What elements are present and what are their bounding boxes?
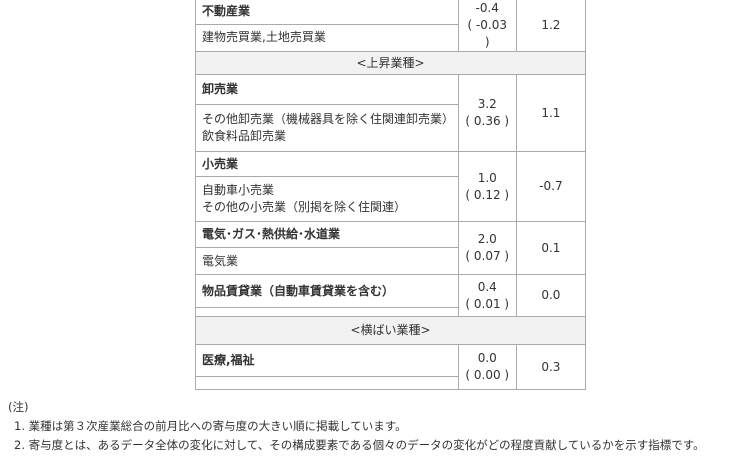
sub-industry: 電気業 — [202, 253, 239, 268]
sub-industry: 建物売買業,土地売買業 — [202, 30, 326, 45]
contribution-value: ( 0.00 ) — [465, 368, 510, 382]
notes-title: (注) — [8, 400, 29, 414]
change-value: -0.4 — [475, 1, 499, 15]
table-subrow: その他卸売業（機械器具を除く住関連卸売業） 飲食料品卸売業 — [195, 104, 586, 152]
change-value: 0.4 — [477, 279, 497, 294]
sub-industry: 飲食料品卸売業 — [202, 129, 287, 143]
contribution-value: ( -0.03 ) — [467, 18, 508, 49]
index-value: 1.1 — [515, 74, 587, 152]
sub-industry: その他卸売業（機械器具を除く住関連卸売業） — [202, 112, 455, 126]
section-header: <横ばい業種> — [195, 316, 586, 345]
change-cell: -0.4 ( -0.03 ) — [457, 0, 517, 52]
note-item: 2. 寄与度とは、あるデータ全体の変化に対して、その構成要素である個々のデータの… — [14, 438, 705, 452]
table-row: 卸売業 3.2 ( 0.36 ) 1.1 — [195, 74, 587, 152]
contribution-value: ( 0.01 ) — [465, 296, 510, 311]
contribution-value: ( 0.36 ) — [465, 114, 510, 128]
industry-name: 卸売業 — [195, 74, 459, 105]
industry-name: 不動産業 — [195, 0, 459, 25]
note-item: 1. 業種は第３次産業総合の前月比への寄与度の大きい順に掲載しています。 — [14, 419, 407, 433]
change-value: 0.0 — [477, 351, 497, 365]
index-value: 1.2 — [515, 0, 587, 52]
sub-industries — [195, 307, 459, 317]
industry-name: 電気･ガス･熱供給･水道業 — [195, 221, 459, 248]
section-header-row: <上昇業種> — [195, 51, 586, 75]
sub-industry: 自動車小売業 — [202, 183, 275, 197]
index-value: 0.3 — [515, 344, 587, 390]
sub-industries: 自動車小売業その他の小売業（別掲を除く住関連） — [195, 176, 459, 222]
table-row: 電気･ガス･熱供給･水道業 2.0 ( 0.07 ) 0.1 — [195, 221, 587, 275]
table-row: 物品賃貸業（自動車賃貸業を含む） 0.4 ( 0.01 ) 0.0 — [195, 274, 587, 317]
change-cell: 0.4 ( 0.01 ) — [457, 274, 517, 317]
change-cell: 0.0 ( 0.00 ) — [457, 344, 517, 390]
industry-name: 小売業 — [195, 151, 459, 177]
index-value: 0.0 — [515, 274, 587, 317]
change-value: 3.2 — [477, 97, 497, 111]
industry-name: 物品賃貸業（自動車賃貸業を含む） — [195, 274, 459, 308]
contribution-value: ( 0.07 ) — [465, 249, 510, 263]
table-subrow: 電気業 — [195, 247, 586, 275]
sub-industries: 建物売買業,土地売買業 — [195, 23, 459, 53]
sub-industries: その他卸売業（機械器具を除く住関連卸売業） 飲食料品卸売業 — [195, 104, 459, 152]
table-subrow: 建物売買業,土地売買業 — [195, 23, 586, 53]
industry-name: 医療,福祉 — [195, 344, 459, 377]
table-subrow: 自動車小売業その他の小売業（別掲を除く住関連） — [195, 176, 586, 222]
sub-industry: その他の小売業（別掲を除く住関連） — [202, 200, 407, 214]
change-cell: 2.0 ( 0.07 ) — [457, 221, 517, 275]
change-value: 1.0 — [477, 170, 497, 185]
table-row: 医療,福祉 0.0 ( 0.00 ) 0.3 — [195, 344, 587, 390]
section-header: <上昇業種> — [195, 51, 586, 75]
index-value: -0.7 — [515, 151, 587, 222]
notes: (注) 1. 業種は第３次産業総合の前月比への寄与度の大きい順に掲載しています。… — [8, 398, 705, 455]
table-row: 不動産業 -0.4 ( -0.03 ) 1.2 — [195, 0, 587, 52]
table-row: 小売業 1.0 ( 0.12 ) -0.7 — [195, 151, 587, 222]
sub-industries: 電気業 — [195, 247, 459, 275]
industry-table: 不動産業 -0.4 ( -0.03 ) 1.2 建物売買業,土地売買業 <上昇業種> 卸売業… — [195, 0, 587, 390]
change-value: 2.0 — [477, 232, 497, 246]
index-value: 0.1 — [515, 221, 587, 275]
section-header-row: <横ばい業種> — [195, 316, 586, 345]
change-cell: 3.2 ( 0.36 ) — [457, 74, 517, 152]
change-cell: 1.0 ( 0.12 ) — [457, 151, 517, 222]
table-subrow — [195, 376, 586, 390]
sub-industries — [195, 376, 459, 390]
contribution-value: ( 0.12 ) — [465, 187, 510, 202]
